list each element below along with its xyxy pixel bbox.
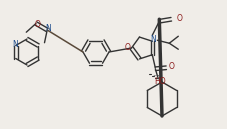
- Text: N: N: [12, 39, 17, 49]
- Text: N: N: [45, 24, 51, 33]
- Text: O: O: [168, 62, 173, 71]
- Text: O: O: [35, 20, 41, 29]
- Text: O: O: [124, 42, 130, 51]
- Text: ···: ···: [151, 72, 159, 82]
- Text: N: N: [150, 35, 155, 44]
- Text: O: O: [176, 14, 181, 23]
- Text: HO: HO: [154, 77, 165, 86]
